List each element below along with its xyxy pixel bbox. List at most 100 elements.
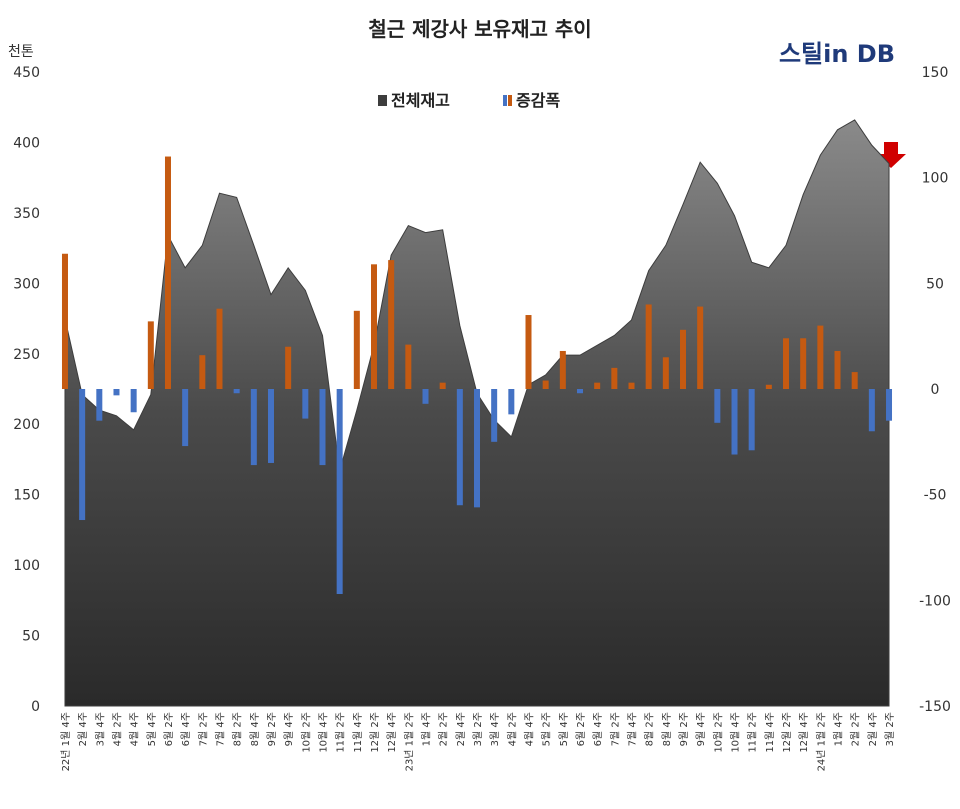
x-tick-label: 6월 4주 xyxy=(180,712,192,746)
y-tick-label: 100 xyxy=(13,558,40,574)
bar xyxy=(868,389,875,432)
x-tick-label: 2월 4주 xyxy=(867,712,879,746)
legend-swatch xyxy=(508,95,512,106)
bar xyxy=(388,260,395,389)
x-tick-label: 6월 2주 xyxy=(575,712,587,746)
y2-tick-label: 50 xyxy=(926,276,944,292)
x-tick-label: 9월 2주 xyxy=(678,712,690,746)
y-unit: 천톤 xyxy=(8,44,34,60)
chart-title: 철근 제강사 보유재고 추이 xyxy=(368,17,591,41)
x-tick-label: 5월 2주 xyxy=(541,712,553,746)
bar xyxy=(422,389,429,404)
y-tick-label: 0 xyxy=(31,699,40,715)
x-tick-label: 9월 4주 xyxy=(283,712,295,746)
x-tick-label: 23년 1월 2주 xyxy=(403,712,415,771)
bar xyxy=(645,304,652,389)
bar xyxy=(216,308,223,389)
bar xyxy=(147,321,154,389)
bar xyxy=(233,389,240,394)
bar xyxy=(542,380,549,389)
x-tick-label: 10월 2주 xyxy=(300,712,312,753)
bar xyxy=(319,389,326,466)
bar xyxy=(456,389,463,506)
bar xyxy=(817,325,824,389)
bar xyxy=(302,389,309,419)
bar xyxy=(851,372,858,389)
bar xyxy=(250,389,257,466)
x-tick-label: 7월 2주 xyxy=(197,712,209,746)
x-tick-label: 1월 4주 xyxy=(420,712,432,746)
bar xyxy=(79,389,86,521)
bar xyxy=(886,389,893,421)
x-tick-label: 8월 4주 xyxy=(661,712,673,746)
bar xyxy=(508,389,515,415)
y-tick-label: 400 xyxy=(13,135,40,151)
x-tick-label: 7월 2주 xyxy=(609,712,621,746)
bar xyxy=(96,389,103,421)
x-tick-label: 9월 4주 xyxy=(695,712,707,746)
bar xyxy=(594,382,601,389)
x-tick-label: 3월 4주 xyxy=(94,712,106,746)
x-tick-label: 12월 4주 xyxy=(386,712,398,753)
x-tick-label: 1월 4주 xyxy=(833,712,845,746)
bar xyxy=(680,329,687,389)
x-tick-label: 5월 4주 xyxy=(558,712,570,746)
x-tick-label: 2월 2주 xyxy=(850,712,862,746)
x-tick-label: 3월 4주 xyxy=(489,712,501,746)
x-tick-label: 11월 2주 xyxy=(747,712,759,753)
x-tick-label: 4월 4주 xyxy=(129,712,141,746)
x-tick-label: 8월 2주 xyxy=(232,712,244,746)
x-tick-label: 2월 4주 xyxy=(455,712,467,746)
y-tick-label: 50 xyxy=(22,629,40,645)
x-tick-label: 5월 4주 xyxy=(146,712,158,746)
bar xyxy=(182,389,189,447)
y-tick-label: 300 xyxy=(13,276,40,292)
bar xyxy=(800,338,807,389)
y-tick-label: 150 xyxy=(13,488,40,504)
bar xyxy=(765,384,772,389)
y-tick-label: 200 xyxy=(13,417,40,433)
bar xyxy=(353,310,360,389)
y2-tick-label: 100 xyxy=(922,171,949,187)
legend-label: 전체재고 xyxy=(391,91,450,110)
bar xyxy=(611,367,618,389)
bar xyxy=(439,382,446,389)
x-tick-label: 4월 2주 xyxy=(111,712,123,746)
y2-tick-label: -50 xyxy=(924,488,947,504)
y-tick-label: 350 xyxy=(13,206,40,222)
x-tick-label: 22년 1월 4주 xyxy=(60,712,72,771)
x-tick-label: 6월 2주 xyxy=(163,712,175,746)
bar xyxy=(577,389,584,394)
bar xyxy=(731,389,738,455)
bar xyxy=(491,389,498,442)
x-tick-label: 11월 4주 xyxy=(352,712,364,753)
bar xyxy=(662,357,669,389)
legend-swatch xyxy=(378,95,387,106)
x-tick-label: 8월 2주 xyxy=(644,712,656,746)
bar xyxy=(370,264,377,389)
x-tick-label: 12월 2주 xyxy=(369,712,381,753)
down-arrow xyxy=(876,142,906,168)
x-tick-label: 11월 4주 xyxy=(764,712,776,753)
x-tick-label: 4월 4주 xyxy=(524,712,536,746)
x-tick-label: 10월 4주 xyxy=(317,712,329,753)
x-tick-label: 12월 4주 xyxy=(798,712,810,753)
x-tick-label: 2월 4주 xyxy=(77,712,89,746)
x-tick-label: 24년 1월 2주 xyxy=(815,712,827,771)
x-tick-label: 12월 2주 xyxy=(781,712,793,753)
y-tick-label: 250 xyxy=(13,347,40,363)
bar xyxy=(267,389,274,463)
x-tick-label: 2월 2주 xyxy=(438,712,450,746)
y2-tick-label: 0 xyxy=(931,382,940,398)
x-tick-label: 3월 2주 xyxy=(472,712,484,746)
bar xyxy=(697,306,704,389)
bar xyxy=(199,355,206,389)
x-tick-label: 10월 4주 xyxy=(730,712,742,753)
x-tick-label: 4월 2주 xyxy=(506,712,518,746)
bar xyxy=(336,389,343,594)
x-tick-label: 9월 2주 xyxy=(266,712,278,746)
bar xyxy=(285,346,292,389)
x-tick-label: 7월 4주 xyxy=(214,712,226,746)
x-tick-label: 10월 2주 xyxy=(712,712,724,753)
